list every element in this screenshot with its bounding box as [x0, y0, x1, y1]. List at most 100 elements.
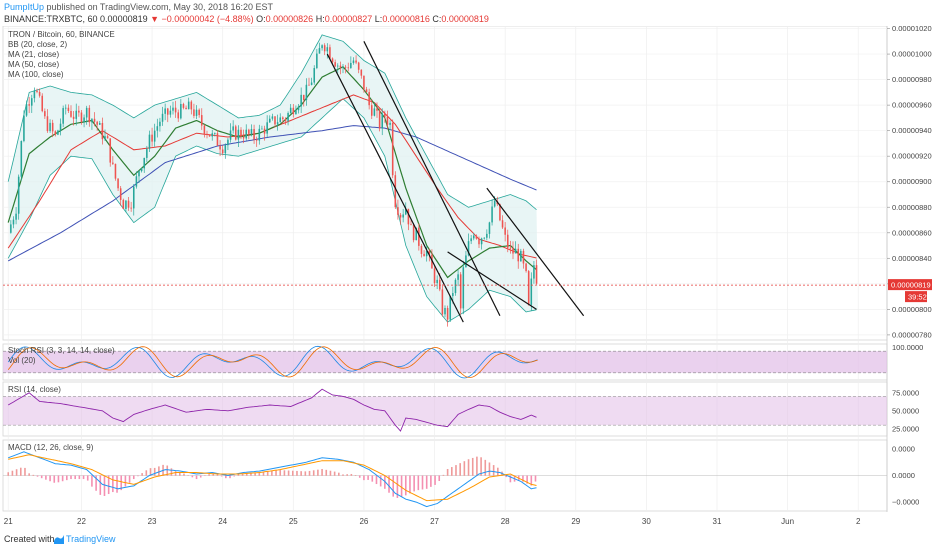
macd-histogram-bar: [329, 470, 332, 476]
candle-body: [454, 279, 457, 294]
candle-body: [355, 60, 357, 63]
candle-body: [64, 107, 67, 109]
candle-body: [51, 122, 54, 132]
candle-body: [480, 238, 483, 245]
macd-histogram-bar: [36, 475, 39, 477]
candle-body: [271, 116, 274, 119]
macd-y-tick-label: 0.0000: [892, 471, 915, 480]
macd-histogram-bar: [354, 475, 357, 476]
symbol-line: BINANCE:TRXBTC, 60: [4, 14, 98, 24]
macd-histogram-bar: [187, 475, 189, 476]
author-name[interactable]: PumpItUp: [4, 2, 45, 12]
candle-body: [339, 65, 342, 68]
candle-body: [242, 136, 245, 139]
macd-histogram-bar: [132, 475, 135, 480]
candle-body: [407, 208, 410, 225]
candle-body: [279, 117, 282, 123]
macd-histogram-bar: [86, 475, 89, 481]
candle-body: [88, 107, 91, 123]
macd-histogram-bar: [199, 475, 202, 478]
candle-body: [287, 113, 289, 121]
macd-histogram-bar: [421, 475, 424, 490]
candle-body: [166, 108, 169, 115]
macd-histogram-bar: [417, 475, 420, 491]
ohlc-open-value: 0.00000826: [265, 14, 314, 24]
macd-histogram-bar: [262, 471, 265, 476]
macd-histogram-bar: [103, 475, 106, 496]
candle-body: [125, 200, 127, 209]
candle-body: [114, 163, 117, 179]
macd-histogram-bar: [32, 474, 35, 476]
candle-body: [535, 265, 538, 284]
candle-body: [399, 214, 402, 218]
macd-histogram-bar: [254, 472, 256, 476]
macd-histogram-bar: [220, 475, 223, 477]
macd-histogram-bar: [400, 475, 403, 497]
macd-histogram-bar: [446, 468, 449, 476]
candle-body: [140, 168, 143, 172]
stoch-y-tick-label: 100.0000: [892, 343, 923, 352]
candle-body: [472, 235, 475, 239]
published-text: published on TradingView.com, May 30, 20…: [46, 2, 274, 12]
candle-body: [227, 139, 229, 146]
macd-histogram-bar: [66, 475, 68, 481]
candle-body: [420, 245, 423, 254]
candle-body: [499, 204, 501, 221]
candle-body: [491, 206, 493, 223]
candle-body: [245, 129, 248, 139]
candle-body: [506, 234, 509, 248]
candle-body: [391, 122, 394, 176]
macd-histogram-bar: [195, 475, 198, 480]
macd-histogram-bar: [15, 469, 18, 476]
macd-histogram-bar: [459, 463, 461, 476]
candle-body: [219, 145, 221, 150]
candle-body: [428, 250, 431, 255]
macd-histogram-bar: [57, 475, 60, 483]
main-legend-item: MA (100, close): [8, 70, 64, 79]
candle-body: [221, 149, 224, 154]
candle-body: [208, 134, 211, 137]
candle-body: [266, 122, 268, 134]
tradingview-brand[interactable]: TradingView: [66, 534, 116, 544]
candle-body: [363, 75, 365, 90]
candle-body: [268, 118, 271, 123]
candle-body: [20, 141, 23, 177]
candle-body: [195, 109, 198, 116]
candle-body: [444, 308, 446, 315]
candle-body: [62, 108, 64, 124]
candle-body: [57, 130, 59, 135]
candle-body: [93, 118, 96, 122]
candle-body: [127, 200, 130, 208]
candle-body: [530, 278, 533, 305]
candle-body: [78, 110, 80, 113]
candle-body: [425, 250, 428, 257]
bollinger-upper-line: [7, 34, 537, 211]
candle-body: [310, 82, 313, 85]
macd-histogram-bar: [153, 467, 156, 476]
stoch-legend-item: Vol (20): [8, 356, 36, 365]
macd-histogram-bar: [28, 473, 30, 476]
macd-histogram-bar: [233, 475, 235, 477]
candle-body: [75, 110, 78, 119]
macd-histogram-bar: [78, 475, 81, 480]
candle-body: [224, 145, 227, 154]
candle-body: [357, 62, 360, 70]
ohlc-close-value: 0.00000819: [441, 14, 489, 24]
main-legend-item: MA (50, close): [8, 60, 59, 69]
rsi-line: [7, 388, 537, 432]
candle-body: [172, 107, 174, 111]
ohlc-high-label: H:: [315, 14, 325, 24]
candle-body: [467, 241, 470, 256]
chart-canvas[interactable]: 21 22 23 24 25 26 27 28 29 30 31 Jun 2 0.00001020 0.00…: [0, 26, 932, 528]
macd-histogram-bar: [358, 475, 361, 478]
macd-histogram-bar: [145, 470, 148, 476]
candle-body: [300, 94, 302, 107]
y-tick-label: 0.00000780: [892, 330, 932, 339]
rsi-legend-item: RSI (14, close): [8, 385, 61, 394]
candle-body: [418, 227, 420, 246]
macd-histogram-bar: [342, 474, 344, 476]
macd-histogram-bar: [471, 457, 474, 476]
macd-histogram-bar: [91, 475, 93, 487]
candle-body: [452, 293, 454, 297]
candle-body: [25, 104, 28, 116]
